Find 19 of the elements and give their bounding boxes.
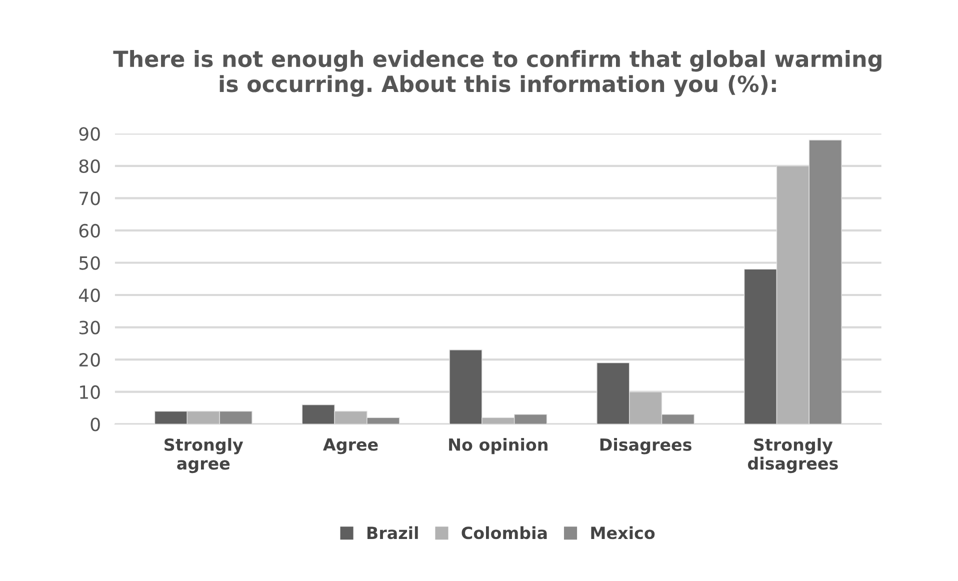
x-tick-label: Strongly disagrees	[748, 438, 838, 474]
x-tick-label: No opinion	[449, 438, 548, 454]
legend-label: Mexico	[591, 526, 655, 540]
y-tick-label: 80	[79, 159, 100, 174]
x-tick-label: Agree	[323, 438, 378, 454]
chart-title: There is not enough evidence to confirm that global warming is occurring. About this information you (%):	[113, 50, 882, 97]
y-tick-label: 20	[79, 353, 100, 367]
x-tick-label: Strongly agree	[164, 438, 244, 474]
legend-label: Brazil	[367, 526, 418, 540]
x-tick-label: Disagrees	[600, 438, 692, 454]
y-tick-label: 10	[80, 385, 100, 399]
legend-label: Colombia	[462, 526, 547, 540]
y-tick-label: 30	[79, 320, 100, 334]
y-tick-label: 70	[80, 192, 100, 206]
y-tick-label: 90	[79, 127, 100, 141]
y-tick-label: 40	[78, 288, 100, 302]
y-tick-label: 60	[79, 224, 100, 238]
y-tick-label: 0	[90, 418, 100, 432]
y-tick-label: 50	[79, 256, 100, 270]
